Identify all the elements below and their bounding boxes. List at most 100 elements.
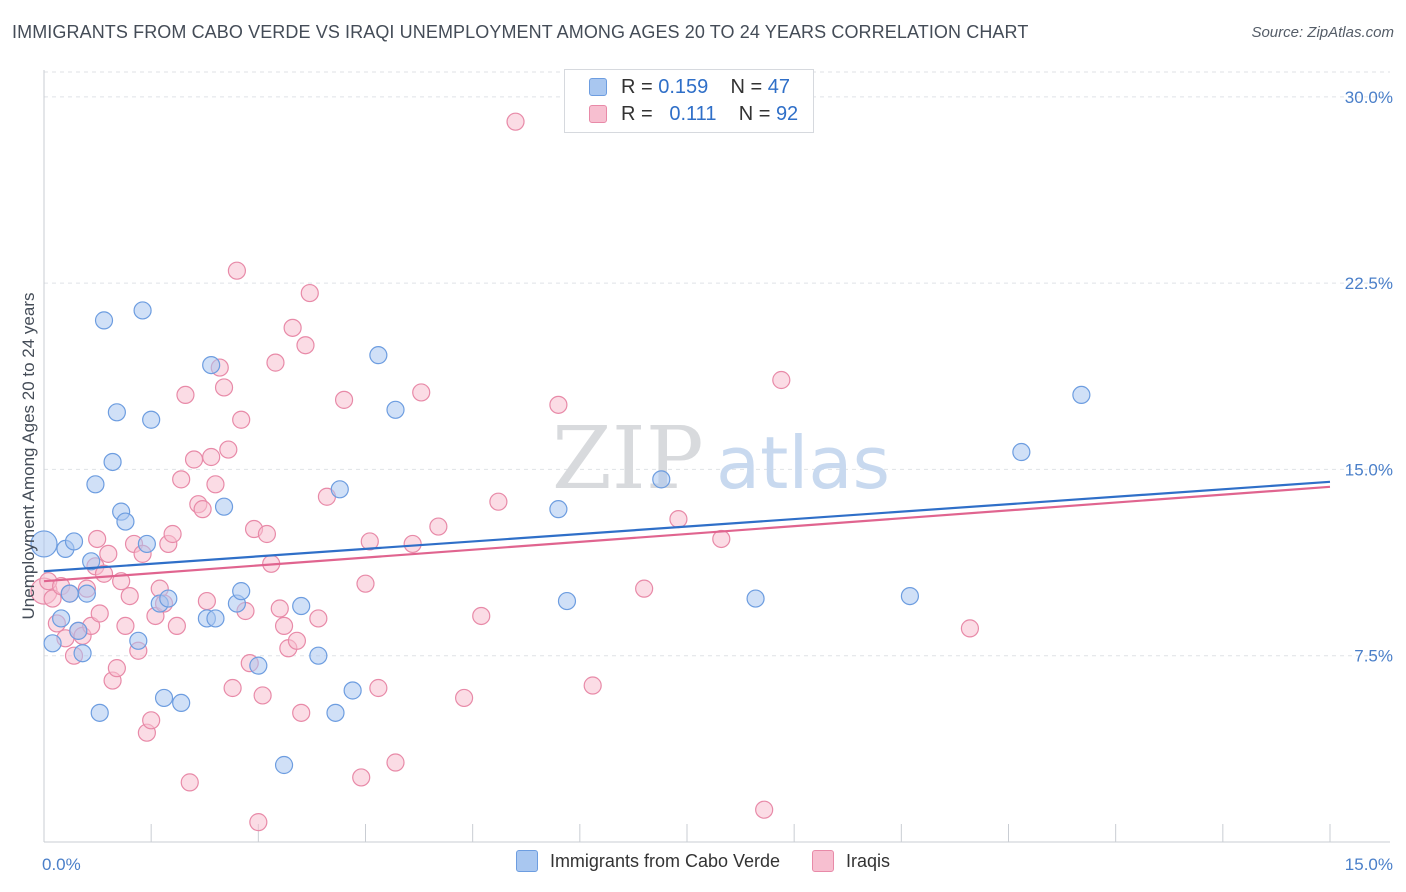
cabo-verde-point	[214, 497, 234, 516]
cabo-verde-point	[30, 530, 58, 558]
iraqis-point	[356, 574, 375, 593]
series-legend: Immigrants from Cabo Verde Iraqis	[0, 850, 1406, 872]
cabo-verde-point	[232, 582, 251, 601]
iraqis-point	[403, 534, 422, 554]
legend-swatch-iraqis	[589, 105, 607, 123]
cabo-verde-point	[330, 480, 349, 499]
legend-swatch-cabo-verde	[589, 78, 607, 96]
cabo-verde-point	[326, 703, 345, 722]
cabo-verde-point	[73, 644, 92, 663]
iraqis-point	[116, 616, 135, 636]
iraqis-trend-line	[43, 485, 1331, 583]
iraqis-point	[489, 492, 508, 511]
cabo-verde-point	[202, 355, 221, 375]
iraqis-point	[296, 336, 315, 355]
cabo-verde-point	[292, 596, 311, 616]
series-legend-iraqis[interactable]: Iraqis	[812, 850, 890, 872]
iraqis-point	[253, 686, 272, 705]
iraqis-point	[176, 385, 195, 405]
iraqis-point	[772, 370, 791, 390]
legend-n-value: 92	[775, 102, 799, 125]
iraqis-point	[172, 470, 191, 489]
y-tick-label: 7.5%	[1354, 647, 1393, 666]
iraqis-point	[193, 500, 212, 519]
iraqis-point	[266, 353, 285, 372]
iraqis-point	[214, 378, 234, 397]
iraqis-point	[292, 703, 311, 722]
x-axis-ticks	[150, 824, 1331, 842]
cabo-verde-point	[129, 631, 148, 650]
iraqis-point	[669, 509, 688, 529]
cabo-verde-point	[60, 584, 79, 603]
cabo-verde-point	[90, 703, 109, 722]
cabo-verde-point	[652, 470, 671, 489]
cabo-verde-point	[249, 656, 268, 675]
legend-n-value: 47	[767, 75, 791, 98]
iraqis-point	[352, 768, 371, 787]
cabo-verde-point	[107, 403, 126, 422]
iraqis-point	[142, 711, 161, 730]
legend-n-label: N =	[730, 75, 763, 98]
correlation-legend: R = 0.159 N = 47 R = 0.111 N = 92	[564, 69, 814, 133]
legend-row-cabo-verde: R = 0.159 N = 47	[589, 74, 790, 100]
cabo-verde-point	[274, 755, 294, 775]
iraqis-point	[167, 616, 186, 636]
cabo-verde-point	[52, 609, 71, 628]
cabo-verde-trend-line	[43, 480, 1331, 573]
cabo-verde-point	[159, 589, 178, 608]
cabo-verde-point	[77, 584, 96, 603]
iraqis-point	[412, 383, 431, 402]
iraqis-point	[635, 579, 654, 598]
iraqis-point	[90, 604, 109, 623]
iraqis-point	[232, 410, 251, 429]
iraqis-point	[197, 591, 216, 611]
iraqis-point	[202, 447, 221, 467]
iraqis-point	[227, 261, 246, 280]
iraqis-point	[386, 753, 405, 772]
iraqis-point	[88, 529, 107, 549]
cabo-verde-point	[103, 452, 122, 472]
iraqis-point	[283, 318, 302, 337]
iraqis-point	[506, 112, 525, 131]
series-legend-label: Immigrants from Cabo Verde	[549, 850, 781, 871]
iraqis-point	[583, 676, 602, 695]
iraqis-point	[472, 606, 491, 626]
legend-r-value: 0.159	[658, 75, 709, 98]
cabo-verde-point	[746, 589, 765, 608]
iraqis-point	[120, 586, 139, 606]
y-tick-label: 22.5%	[1345, 274, 1393, 293]
iraqis-point	[270, 599, 289, 618]
cabo-verde-point	[309, 646, 328, 665]
cabo-verde-point	[133, 301, 152, 320]
series-legend-cabo-verde[interactable]: Immigrants from Cabo Verde	[515, 850, 781, 872]
watermark-zip: ZIP	[552, 409, 704, 509]
iraqis-point	[257, 524, 277, 544]
cabo-verde-point	[142, 410, 161, 429]
cabo-verde-point	[343, 681, 362, 700]
iraqis-point	[274, 616, 294, 636]
cabo-verde-point	[172, 693, 191, 713]
cabo-verde-point	[154, 688, 174, 708]
iraqis-point	[43, 589, 62, 608]
trend-lines	[43, 480, 1331, 583]
y-axis-label: Unemployment Among Ages 20 to 24 years	[19, 293, 38, 620]
cabo-verde-point	[86, 475, 105, 494]
cabo-verde-point	[1072, 385, 1091, 405]
series-swatch-iraqis	[812, 850, 835, 872]
grid-lines	[44, 71, 1390, 657]
cabo-verde-point	[1012, 442, 1031, 462]
legend-r-value: 0.111	[669, 102, 717, 125]
data-points	[30, 112, 1091, 832]
watermark-atlas: atlas	[716, 421, 890, 505]
legend-r-label: R =	[621, 102, 653, 125]
cabo-verde-point	[94, 311, 114, 330]
iraqis-point	[360, 532, 379, 551]
cabo-verde-point	[43, 634, 62, 653]
iraqis-point	[287, 631, 307, 650]
cabo-verde-point	[206, 609, 225, 628]
cabo-verde-point	[116, 512, 135, 531]
iraqis-point	[219, 440, 238, 459]
cabo-verde-point	[369, 346, 388, 365]
iraqis-point	[960, 619, 980, 638]
